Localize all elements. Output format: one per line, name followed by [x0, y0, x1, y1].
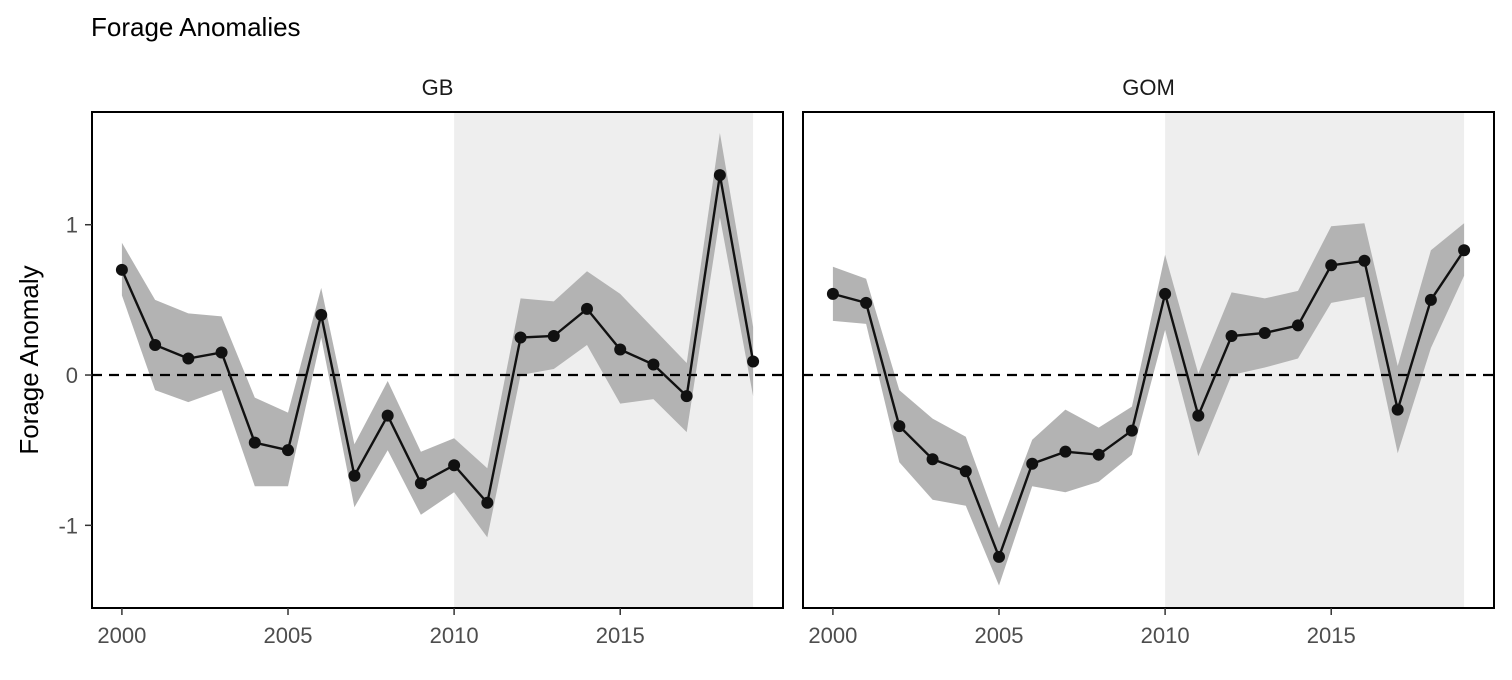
data-point	[826, 287, 839, 300]
data-point	[1458, 244, 1471, 257]
data-point	[860, 296, 873, 309]
x-tick-label: 2005	[264, 623, 313, 648]
y-tick-label: -1	[58, 513, 78, 538]
data-point	[713, 169, 726, 182]
panel-gb: GB 2000 2005 2010 2015 -1 0 1	[58, 75, 784, 648]
y-tick-label: 0	[66, 363, 78, 388]
data-point	[248, 436, 261, 449]
series-line	[120, 174, 755, 506]
data-point	[1258, 326, 1271, 339]
data-point	[1358, 254, 1371, 267]
data-point	[1159, 287, 1172, 300]
data-point	[1026, 457, 1039, 470]
data-point	[614, 343, 627, 356]
data-point	[893, 420, 906, 433]
data-point	[1092, 448, 1105, 461]
data-point	[215, 346, 228, 359]
data-point	[115, 263, 128, 276]
data-point	[149, 338, 162, 351]
x-tick-label: 2015	[596, 623, 645, 648]
x-tick-label: 2000	[808, 623, 857, 648]
x-tick-label: 2010	[430, 623, 479, 648]
data-point	[1125, 424, 1138, 437]
data-point	[315, 308, 328, 321]
panel-title-gom: GOM	[1122, 75, 1175, 100]
data-point	[580, 302, 593, 315]
panel-border	[91, 111, 784, 609]
data-point	[514, 331, 527, 344]
x-tick-label: 2005	[975, 623, 1024, 648]
data-point	[1225, 329, 1238, 342]
data-point	[647, 358, 660, 371]
chart-title: Forage Anomalies	[91, 12, 301, 42]
panel-border	[802, 111, 1495, 609]
data-point	[282, 444, 295, 457]
data-point	[1391, 403, 1404, 416]
confidence-band	[832, 223, 1465, 586]
data-point	[381, 409, 394, 422]
data-point	[993, 550, 1006, 563]
data-point	[926, 453, 939, 466]
data-point	[182, 352, 195, 365]
data-point	[481, 496, 494, 509]
data-point	[680, 390, 693, 403]
data-point	[414, 477, 427, 490]
data-point	[1291, 319, 1304, 332]
data-point	[1059, 445, 1072, 458]
data-point	[959, 465, 972, 478]
y-axis-label: Forage Anomaly	[14, 265, 44, 454]
data-point	[1192, 409, 1205, 422]
confidence-band	[121, 133, 754, 538]
data-point	[1325, 259, 1338, 272]
panel-title-gb: GB	[422, 75, 454, 100]
data-point	[1424, 293, 1437, 306]
data-point	[448, 459, 461, 472]
data-point	[747, 355, 760, 368]
x-tick-label: 2000	[97, 623, 146, 648]
y-tick-label: 1	[66, 213, 78, 238]
data-point	[547, 329, 560, 342]
data-point	[348, 469, 361, 482]
x-tick-label: 2010	[1141, 623, 1190, 648]
panel-gom: GOM 2000 2005 2010 2015	[802, 75, 1495, 648]
x-tick-label: 2015	[1307, 623, 1356, 648]
